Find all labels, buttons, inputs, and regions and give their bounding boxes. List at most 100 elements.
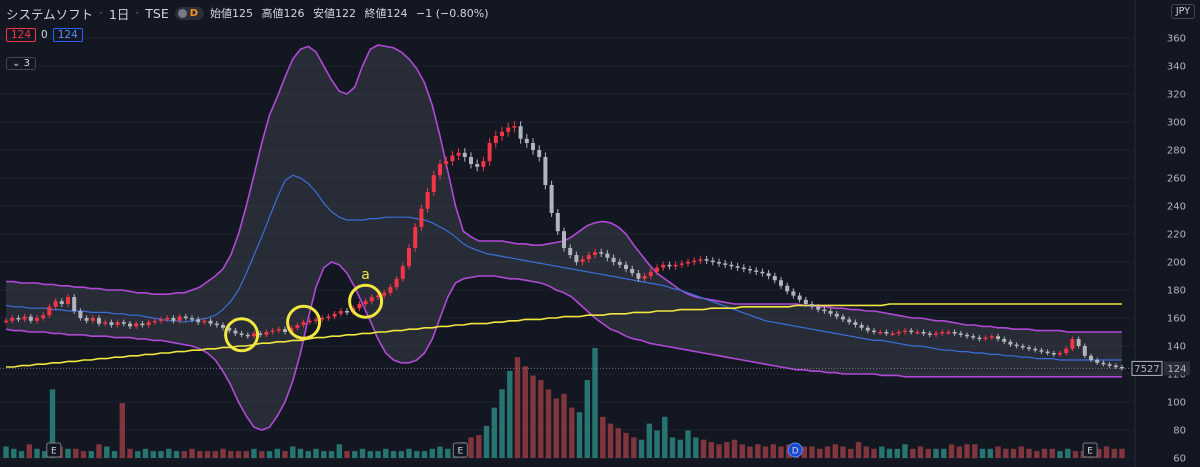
candle [952,332,957,334]
volume-bar [538,380,544,458]
candle [1039,350,1044,352]
candle [785,285,790,292]
candle [239,333,244,335]
candle [1095,360,1100,363]
collapse-button[interactable]: ⌄ 3 [6,57,36,70]
highlight-circle [224,317,260,353]
candle [22,316,27,320]
candle [977,337,982,340]
volume-bar [894,448,900,458]
candle [16,318,21,320]
volume-bar [274,448,280,458]
volume-bar [104,446,110,458]
candle [376,295,380,298]
dividend-marker-icon [787,442,803,458]
candle [878,332,883,334]
symbol-name[interactable]: システムソフト [6,6,94,22]
volume-bar [886,448,893,458]
candle [28,316,33,321]
volume-value-box [1131,360,1163,376]
volume-bar [135,451,141,458]
volume-bar [499,389,505,459]
tick-label: 60 [1173,454,1186,465]
volume-bar [468,437,474,458]
candle [983,337,988,340]
candle [723,263,728,265]
volume-bar [770,444,776,459]
event-label: E [1087,447,1093,457]
candle [903,330,907,333]
candle [679,263,684,265]
currency-selector[interactable]: JPY [1170,4,1195,19]
tick-label: 300 [1167,118,1186,129]
candle [462,152,467,157]
tick-label: 280 [1167,146,1186,157]
volume-bar [669,437,676,458]
exchange-label: TSE [145,5,169,21]
candle [555,213,560,232]
volume-bar [646,423,652,458]
volume-bar [778,446,784,458]
candle [1014,344,1019,347]
candle [717,262,721,264]
indicators-toggle[interactable]: ⌄ 3 [6,51,36,70]
open-label: 始値 [210,7,233,20]
candle [965,334,969,337]
close-label: 終値 [364,7,387,20]
volume-bar [73,448,79,458]
volume-bar [111,451,118,458]
volume-bar [948,444,955,459]
highlight-circle [348,283,384,319]
volume-bar [313,448,319,458]
market-status-badge[interactable]: D [174,6,205,20]
volume-bar [817,448,823,458]
volume-bar [724,442,730,458]
candle [332,313,337,317]
candle [890,333,895,335]
candle [97,318,101,324]
candle [431,175,436,192]
earnings-marker-icon [1082,442,1098,458]
volume-bar [677,439,683,458]
volume-bar [65,448,71,458]
status-dot-icon [177,8,187,18]
candle [624,264,628,269]
buy-price-box[interactable]: 124 [52,28,83,42]
candle [320,318,325,320]
volume-bar [755,444,761,459]
candle [1089,355,1093,360]
volume-bar [987,448,993,458]
volume-bar [181,451,187,458]
candle [648,271,653,276]
volume-bar [1119,448,1125,458]
candle [283,329,287,332]
candle [165,318,170,320]
volume-bar [437,446,443,458]
candle [729,264,734,267]
indicator-row: 124 0 124 [6,28,83,42]
sell-price-box[interactable]: 124 [6,28,37,42]
candle [128,323,132,327]
volume-bar [739,444,745,459]
candle [710,260,715,263]
volume-bar [321,451,327,458]
volume-bar [1111,448,1117,458]
candle [772,276,777,281]
volume-bar [910,448,916,458]
volume-bar [879,446,885,458]
interval-label[interactable]: 1日 [108,6,130,22]
volume-bar [654,430,660,458]
candle [221,325,225,328]
candle [735,266,740,268]
volume-bar [18,451,25,458]
candle [580,259,585,262]
candle [1107,364,1112,366]
volume-bar [545,389,552,459]
candle [1027,347,1031,349]
candle [816,306,821,310]
volume-bar [693,437,699,458]
volume-bar [824,446,831,458]
candle [270,330,275,333]
